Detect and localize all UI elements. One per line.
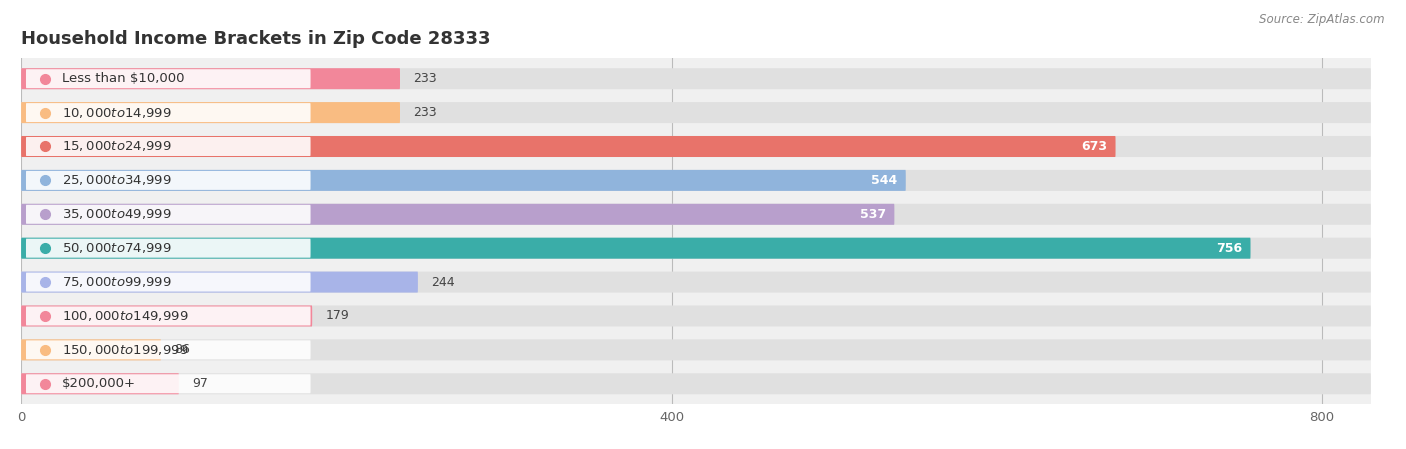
Text: 244: 244 [430,276,454,289]
FancyBboxPatch shape [21,102,1371,123]
Text: 233: 233 [413,106,437,119]
Text: $10,000 to $14,999: $10,000 to $14,999 [62,106,172,119]
FancyBboxPatch shape [21,238,1250,259]
Text: $75,000 to $99,999: $75,000 to $99,999 [62,275,172,289]
FancyBboxPatch shape [21,136,1371,157]
FancyBboxPatch shape [21,339,1371,361]
Text: 97: 97 [191,377,208,390]
FancyBboxPatch shape [21,68,399,89]
FancyBboxPatch shape [21,339,160,361]
Text: 756: 756 [1216,242,1243,255]
FancyBboxPatch shape [25,340,311,359]
FancyBboxPatch shape [21,305,1371,326]
FancyBboxPatch shape [25,307,311,326]
FancyBboxPatch shape [21,272,418,293]
Text: Less than $10,000: Less than $10,000 [62,72,184,85]
Text: $25,000 to $34,999: $25,000 to $34,999 [62,173,172,187]
FancyBboxPatch shape [25,374,311,393]
FancyBboxPatch shape [21,102,399,123]
FancyBboxPatch shape [21,204,1371,225]
Text: 233: 233 [413,72,437,85]
FancyBboxPatch shape [21,170,905,191]
Text: 179: 179 [325,309,349,322]
FancyBboxPatch shape [21,136,1115,157]
FancyBboxPatch shape [25,137,311,156]
Text: 673: 673 [1081,140,1108,153]
FancyBboxPatch shape [21,305,312,326]
FancyBboxPatch shape [25,205,311,224]
Text: $100,000 to $149,999: $100,000 to $149,999 [62,309,188,323]
FancyBboxPatch shape [21,272,1371,293]
Text: Source: ZipAtlas.com: Source: ZipAtlas.com [1260,13,1385,26]
Text: $150,000 to $199,999: $150,000 to $199,999 [62,343,188,357]
Text: 544: 544 [872,174,897,187]
FancyBboxPatch shape [25,171,311,190]
FancyBboxPatch shape [25,273,311,291]
FancyBboxPatch shape [21,373,1371,394]
FancyBboxPatch shape [25,69,311,88]
FancyBboxPatch shape [21,373,179,394]
Text: $35,000 to $49,999: $35,000 to $49,999 [62,207,172,221]
FancyBboxPatch shape [25,103,311,122]
FancyBboxPatch shape [21,238,1371,259]
Text: 537: 537 [860,208,886,221]
Text: Household Income Brackets in Zip Code 28333: Household Income Brackets in Zip Code 28… [21,31,491,48]
FancyBboxPatch shape [21,204,894,225]
Text: $50,000 to $74,999: $50,000 to $74,999 [62,241,172,255]
FancyBboxPatch shape [25,239,311,258]
Text: 86: 86 [174,343,190,357]
Text: $200,000+: $200,000+ [62,377,136,390]
FancyBboxPatch shape [21,170,1371,191]
Text: $15,000 to $24,999: $15,000 to $24,999 [62,140,172,154]
FancyBboxPatch shape [21,68,1371,89]
